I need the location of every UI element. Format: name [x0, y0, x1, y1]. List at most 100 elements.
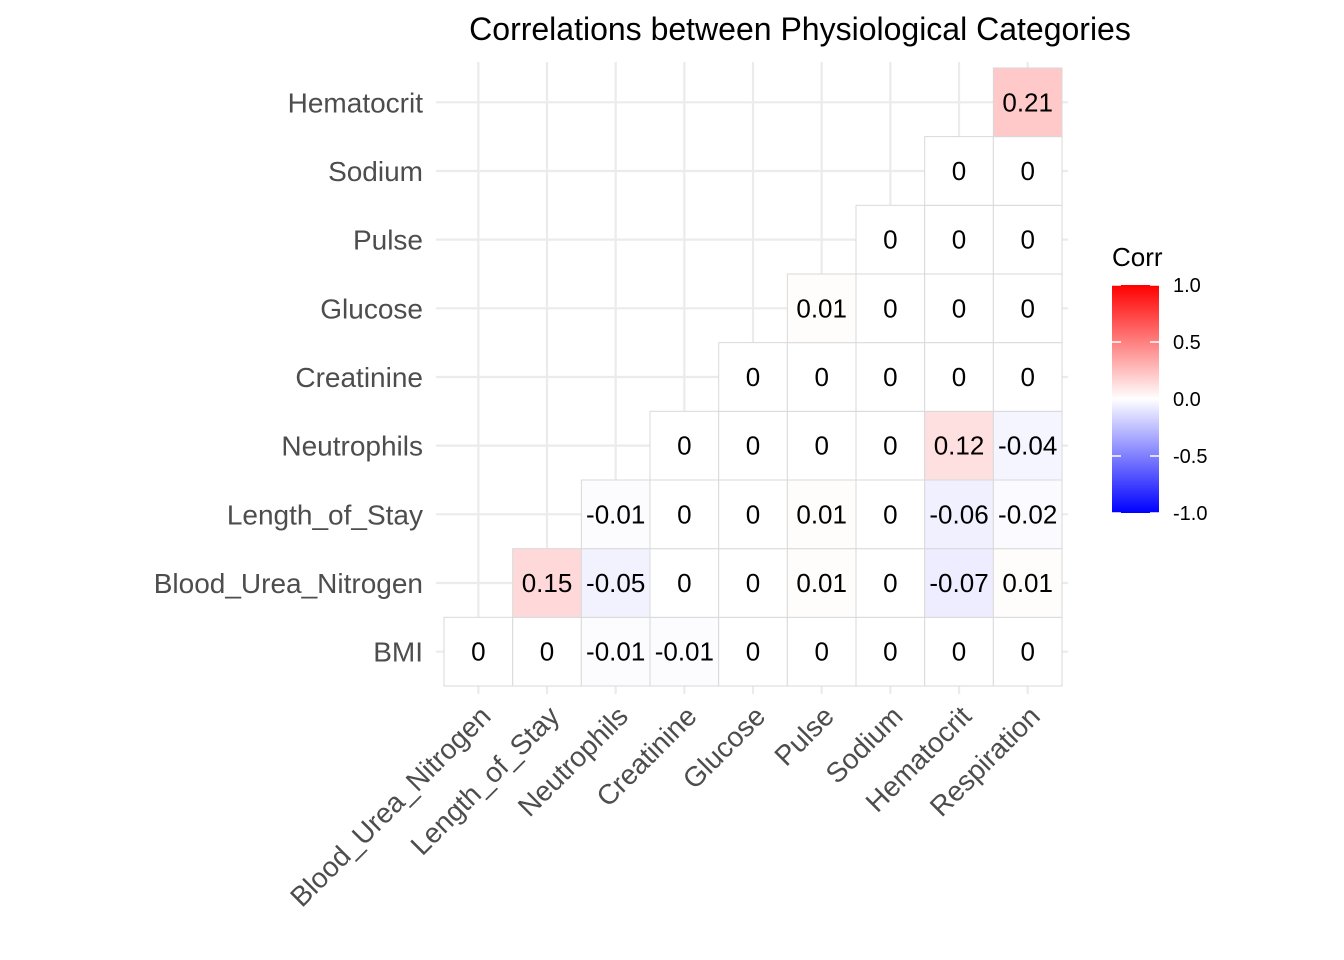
- cell-value-label: 0: [952, 637, 966, 667]
- cell-value-label: 0: [883, 499, 897, 529]
- cell-value-label: 0: [746, 499, 760, 529]
- cell-value-label: 0.15: [522, 568, 573, 598]
- heatmap-cell: [992, 67, 1063, 138]
- legend-tick-label: -0.5: [1173, 446, 1207, 468]
- y-tick-label: Pulse: [353, 225, 423, 256]
- cell-value-label: 0: [952, 293, 966, 323]
- heatmap-cell: [649, 616, 720, 687]
- heatmap-cell: [718, 479, 788, 550]
- legend-title: Corr: [1112, 242, 1163, 272]
- heatmap-cell: [786, 479, 857, 550]
- cell-value-label: 0: [952, 225, 966, 255]
- cell-value-label: 0: [540, 637, 554, 667]
- heatmap-cell: [855, 342, 926, 412]
- cell-value-label: 0.01: [796, 568, 847, 598]
- heatmap-cell: [786, 616, 857, 687]
- y-tick-label: Length_of_Stay: [227, 499, 423, 530]
- heatmap-cell: [924, 479, 994, 550]
- cell-value-label: 0: [471, 637, 485, 667]
- cell-value-label: 0: [746, 362, 760, 392]
- cell-value-label: 0: [814, 362, 828, 392]
- cell-value-label: -0.01: [655, 637, 714, 667]
- heatmap-cell: [855, 204, 926, 275]
- cell-value-label: 0: [746, 568, 760, 598]
- legend-tick-label: 1.0: [1173, 275, 1201, 297]
- heatmap-cell: [786, 548, 857, 618]
- cell-value-label: 0.21: [1002, 87, 1053, 117]
- heatmap-cell: [718, 548, 788, 618]
- x-axis-tick-labels: Blood_Urea_NitrogenLength_of_StayNeutrop…: [284, 700, 1046, 912]
- heatmap-cell: [992, 479, 1063, 550]
- cell-value-label: 0: [677, 499, 691, 529]
- cell-value-label: -0.04: [998, 431, 1057, 461]
- heatmap-cell: [992, 136, 1063, 206]
- heatmap-cell: [855, 548, 926, 618]
- cell-value-label: 0: [1020, 637, 1034, 667]
- cell-value-label: 0.01: [796, 499, 847, 529]
- chart-title: Correlations between Physiological Categ…: [469, 11, 1131, 47]
- heatmap-cell: [924, 410, 994, 481]
- cell-value-label: 0: [814, 637, 828, 667]
- cell-value-label: 0: [1020, 362, 1034, 392]
- heatmap-cell: [924, 548, 994, 618]
- y-tick-label: Creatinine: [295, 362, 423, 393]
- legend-tick-label: -1.0: [1173, 503, 1207, 525]
- heatmap-cell: [443, 616, 514, 687]
- cell-value-label: 0.01: [796, 293, 847, 323]
- cell-value-label: 0: [814, 431, 828, 461]
- y-tick-label: BMI: [373, 637, 423, 668]
- cell-value-label: -0.05: [586, 568, 645, 598]
- cell-labels: 0 0 -0.01 -0.01 0 0 0 0 0 0.15 -0.05 0 0 0.01 0 -0.07 0.…: [471, 87, 1057, 666]
- heatmap-cell: [718, 342, 788, 412]
- heatmap-cell: [786, 342, 857, 412]
- cell-value-label: -0.07: [929, 568, 988, 598]
- y-tick-label: Glucose: [320, 293, 423, 324]
- legend-ticks: 1.0 0.5 0.0 -0.5 -1.0: [1112, 275, 1207, 525]
- cell-value-label: 0.12: [934, 431, 985, 461]
- cell-value-label: 0: [883, 225, 897, 255]
- heatmap-cell: [649, 410, 720, 481]
- heatmap-cell: [649, 479, 720, 550]
- cell-value-label: 0: [952, 362, 966, 392]
- cell-value-label: 0: [883, 362, 897, 392]
- cell-value-label: 0: [1020, 156, 1034, 186]
- cell-value-label: 0: [883, 431, 897, 461]
- cell-value-label: -0.01: [586, 499, 645, 529]
- heatmap-cells: [443, 67, 1063, 687]
- cell-value-label: 0.01: [1002, 568, 1053, 598]
- heatmap-cell: [649, 548, 720, 618]
- y-tick-label: Hematocrit: [288, 87, 424, 118]
- legend-tick-label: 0.0: [1173, 389, 1201, 411]
- cell-value-label: 0: [883, 637, 897, 667]
- cell-value-label: -0.06: [929, 499, 988, 529]
- y-tick-label: Neutrophils: [281, 431, 423, 462]
- cell-value-label: 0: [1020, 293, 1034, 323]
- heatmap-cell: [992, 616, 1063, 687]
- cell-value-label: -0.01: [586, 637, 645, 667]
- heatmap-cell: [786, 273, 857, 344]
- heatmap-cell: [855, 479, 926, 550]
- cell-value-label: 0: [952, 156, 966, 186]
- cell-value-label: 0: [883, 568, 897, 598]
- y-tick-label: Blood_Urea_Nitrogen: [154, 568, 423, 599]
- legend-tick-label: 0.5: [1173, 332, 1201, 354]
- y-tick-label: Sodium: [328, 156, 423, 187]
- heatmap-cell: [580, 479, 651, 550]
- cell-value-label: 0: [883, 293, 897, 323]
- cell-value-label: -0.02: [998, 499, 1057, 529]
- cell-value-label: 0: [677, 431, 691, 461]
- y-axis-tick-labels: BMI Blood_Urea_Nitrogen Length_of_Stay Neut…: [154, 87, 423, 667]
- cell-value-label: 0: [746, 637, 760, 667]
- heatmap-cell: [924, 136, 994, 206]
- cell-value-label: 0: [746, 431, 760, 461]
- heatmap-cell: [718, 410, 788, 481]
- heatmap-cell: [786, 410, 857, 481]
- cell-value-label: 0: [677, 568, 691, 598]
- heatmap-cell: [924, 616, 994, 687]
- heatmap-cell: [512, 548, 582, 618]
- cell-value-label: 0: [1020, 225, 1034, 255]
- heatmap-cell: [992, 548, 1063, 618]
- heatmap-cell: [992, 410, 1063, 481]
- color-legend: Corr 1.0 0.5 0.0 -0.5 -1.0: [1112, 242, 1207, 525]
